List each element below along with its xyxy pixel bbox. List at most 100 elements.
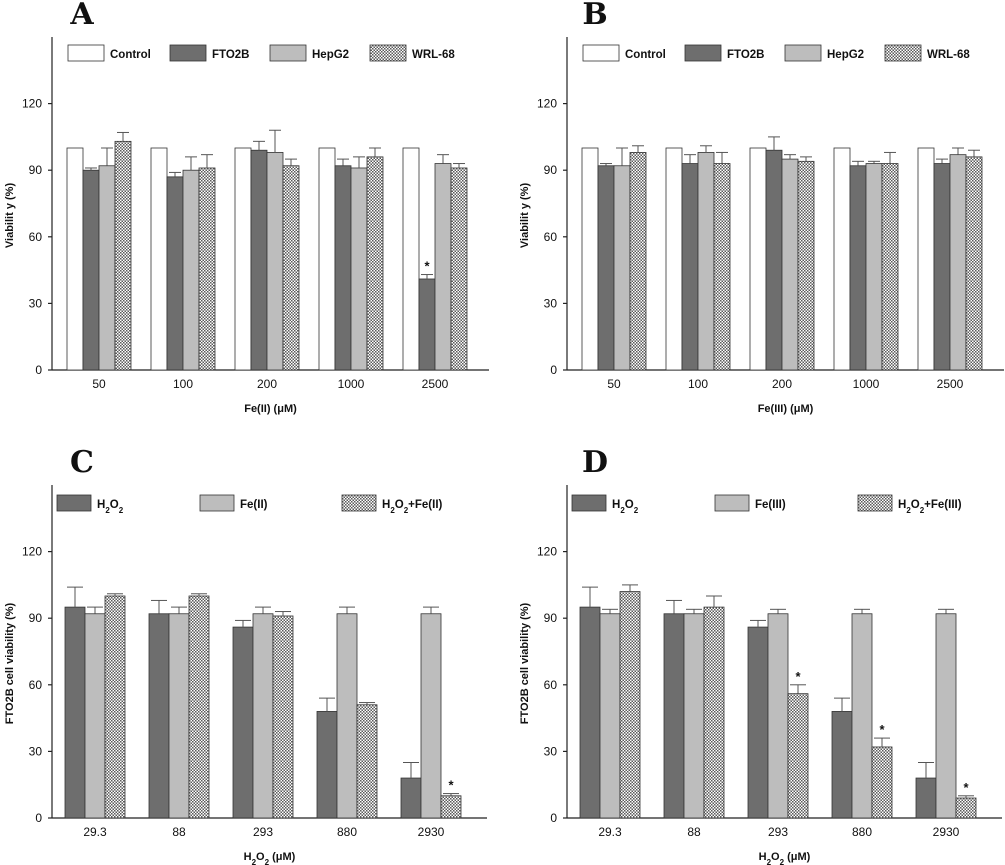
bar-hepg2-100 xyxy=(182,169,200,371)
y-tick-label: 30 xyxy=(29,296,43,310)
bar-control-1000 xyxy=(318,147,336,371)
bar-control-200 xyxy=(749,147,767,371)
y-tick-label: 0 xyxy=(35,363,42,377)
bar-wrl-68-2500 xyxy=(965,156,983,371)
bar-fto2b-50 xyxy=(597,165,615,371)
bar-h2o2-fe-ii--2930 xyxy=(440,795,462,819)
y-tick-label: 0 xyxy=(35,811,42,825)
legend-swatch xyxy=(67,44,105,62)
legend-swatch xyxy=(571,494,607,512)
legend-swatch xyxy=(884,44,922,62)
bar-control-2500 xyxy=(917,147,935,371)
bar-hepg2-50 xyxy=(98,165,116,371)
y-tick-label: 30 xyxy=(544,296,558,310)
x-axis-label: Fe(III) (μM) xyxy=(758,403,814,415)
panel-letter: A xyxy=(69,0,94,32)
bar-h2o2-29.3 xyxy=(64,606,86,819)
bar-hepg2-200 xyxy=(266,152,284,371)
bar-h2o2-fe-ii--880 xyxy=(356,704,378,819)
bar-fe-ii--29.3 xyxy=(84,613,106,819)
bar-hepg2-1000 xyxy=(350,167,368,371)
panel-c: C 0 30 60 90 120 FTO2B cell viability (%) 29.3 8… xyxy=(4,445,487,865)
legend-swatch xyxy=(784,44,822,62)
bar-h2o2-fe-ii--293 xyxy=(272,615,294,819)
bar-fe-iii--2930 xyxy=(935,613,957,819)
x-tick-label: 29.3 xyxy=(598,825,622,839)
legend-label: FTO2B xyxy=(212,49,250,61)
x-axis-label: H2O2 (μM) xyxy=(244,851,296,865)
legend-swatch xyxy=(857,494,893,512)
legend-swatch xyxy=(341,494,377,512)
x-axis-label: Fe(II) (μM) xyxy=(244,403,297,415)
legend-swatch xyxy=(714,494,750,512)
bar-fto2b-50 xyxy=(82,169,100,371)
x-tick-label: 200 xyxy=(772,377,792,391)
significance-marker: * xyxy=(424,259,430,274)
y-tick-label: 120 xyxy=(22,545,42,559)
x-tick-label: 88 xyxy=(687,825,701,839)
bar-fe-ii--88 xyxy=(168,613,190,819)
bar-fe-iii--29.3 xyxy=(599,613,621,819)
bar-h2o2-880 xyxy=(831,711,853,819)
bar-h2o2-2930 xyxy=(400,777,422,819)
bar-fto2b-200 xyxy=(765,149,783,371)
y-tick-label: 0 xyxy=(550,363,557,377)
bar-wrl-68-100 xyxy=(198,167,216,371)
y-axis-label: Viabilit y (%) xyxy=(519,183,531,249)
significance-marker: * xyxy=(448,778,454,793)
legend-swatch xyxy=(199,494,235,512)
legend-label: Fe(III) xyxy=(755,499,786,511)
bar-h2o2-880 xyxy=(316,711,338,819)
panel-letter: D xyxy=(582,445,608,480)
legend-label: Fe(II) xyxy=(240,499,268,511)
bar-hepg2-1000 xyxy=(865,163,883,371)
bar-hepg2-2500 xyxy=(949,154,967,371)
legend-swatch xyxy=(269,44,307,62)
bar-control-50 xyxy=(581,147,599,371)
bar-fto2b-2500 xyxy=(418,278,436,371)
panel-letter: C xyxy=(70,445,94,480)
x-tick-label: 880 xyxy=(852,825,872,839)
legend-label: H2O2 xyxy=(612,499,639,515)
bar-fto2b-100 xyxy=(166,176,184,371)
bar-h2o2-293 xyxy=(747,626,769,819)
bar-wrl-68-50 xyxy=(629,152,647,371)
bar-hepg2-2500 xyxy=(434,163,452,371)
legend-label: HepG2 xyxy=(827,49,864,61)
bar-hepg2-200 xyxy=(781,158,799,371)
bar-fe-ii--293 xyxy=(252,613,274,819)
bar-h2o2-29.3 xyxy=(579,606,601,819)
x-tick-label: 2930 xyxy=(418,825,445,839)
y-tick-label: 90 xyxy=(544,611,558,625)
y-tick-label: 60 xyxy=(544,230,558,244)
significance-marker: * xyxy=(879,722,885,737)
panel-d: D 0 30 60 90 120 FTO2B cell viability (%) 29.3 8… xyxy=(519,445,1002,865)
legend-label: Control xyxy=(625,49,666,61)
y-tick-label: 30 xyxy=(544,744,558,758)
legend-swatch xyxy=(684,44,722,62)
legend-swatch xyxy=(169,44,207,62)
x-tick-label: 88 xyxy=(172,825,186,839)
y-tick-label: 120 xyxy=(537,545,557,559)
y-tick-label: 0 xyxy=(550,811,557,825)
y-tick-label: 120 xyxy=(537,97,557,111)
y-axis-label: FTO2B cell viability (%) xyxy=(4,602,16,724)
y-tick-label: 120 xyxy=(22,97,42,111)
bar-wrl-68-100 xyxy=(713,163,731,371)
bar-control-100 xyxy=(150,147,168,371)
bar-h2o2-fe-iii--29.3 xyxy=(619,591,641,819)
bar-control-2500 xyxy=(402,147,420,371)
x-tick-label: 1000 xyxy=(853,377,880,391)
y-tick-label: 30 xyxy=(29,744,43,758)
bar-fto2b-1000 xyxy=(849,165,867,371)
y-tick-label: 60 xyxy=(544,678,558,692)
y-tick-label: 90 xyxy=(29,611,43,625)
y-axis-label: Viabilit y (%) xyxy=(4,183,16,249)
bar-h2o2-88 xyxy=(148,613,170,819)
panel-a: A 0 30 60 90 120 Viabilit y (%) 50 100 200 1000 250… xyxy=(4,0,489,415)
significance-marker: * xyxy=(963,780,969,795)
y-tick-label: 90 xyxy=(544,163,558,177)
bar-fto2b-200 xyxy=(250,149,268,371)
bar-h2o2-fe-iii--2930 xyxy=(955,797,977,819)
bar-h2o2-88 xyxy=(663,613,685,819)
